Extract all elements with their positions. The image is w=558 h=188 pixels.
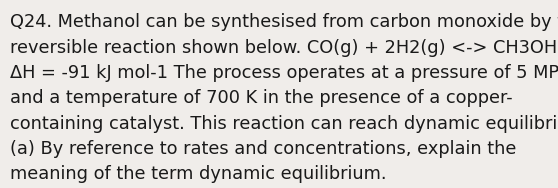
Text: and a temperature of 700 K in the presence of a copper-: and a temperature of 700 K in the presen… bbox=[10, 89, 513, 107]
Text: meaning of the term dynamic equilibrium.: meaning of the term dynamic equilibrium. bbox=[10, 165, 387, 183]
Text: reversible reaction shown below. CO(g) + 2H2(g) <-> CH3OH(g): reversible reaction shown below. CO(g) +… bbox=[10, 39, 558, 57]
Text: ΔH = -91 kJ mol-1 The process operates at a pressure of 5 MPa: ΔH = -91 kJ mol-1 The process operates a… bbox=[10, 64, 558, 82]
Text: containing catalyst. This reaction can reach dynamic equilibrium.: containing catalyst. This reaction can r… bbox=[10, 115, 558, 133]
Text: (a) By reference to rates and concentrations, explain the: (a) By reference to rates and concentrat… bbox=[10, 140, 516, 158]
Text: Q24. Methanol can be synthesised from carbon monoxide by the: Q24. Methanol can be synthesised from ca… bbox=[10, 13, 558, 31]
